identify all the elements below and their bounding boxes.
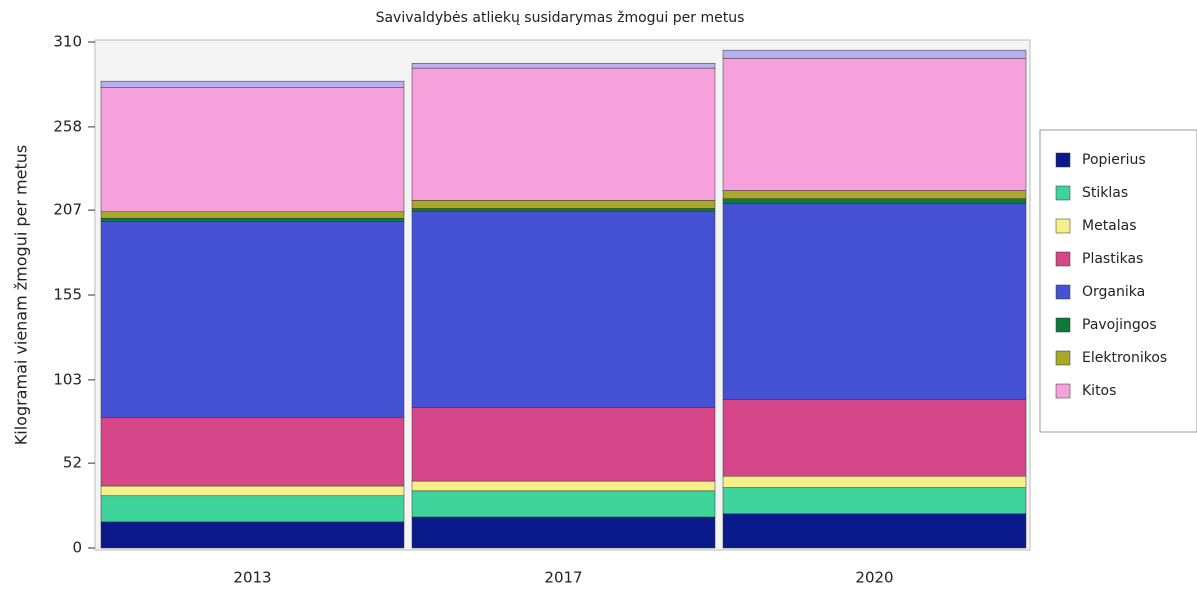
bar-segment [100, 211, 405, 219]
legend-swatch [1055, 284, 1071, 300]
bar-segment [411, 407, 716, 482]
x-tick-label: 2020 [855, 569, 893, 587]
legend-swatch [1055, 152, 1071, 168]
bar-segment [411, 200, 716, 209]
bar-segment [722, 487, 1027, 514]
y-tick-label: 207 [53, 201, 82, 219]
legend-label: Metalas [1082, 218, 1137, 234]
bar-segment [100, 485, 405, 497]
legend-swatch [1055, 185, 1071, 201]
legend-swatch [1055, 218, 1071, 234]
bar-segment [411, 480, 716, 492]
legend-label: Stiklas [1082, 185, 1128, 201]
bar-segment [100, 221, 405, 418]
bar-segment [100, 80, 405, 88]
y-tick-label: 103 [53, 370, 82, 388]
bar-segment [722, 399, 1027, 477]
legend-label: Pavojingos [1082, 317, 1157, 333]
bar-segment [411, 516, 716, 549]
legend-label: Popierius [1082, 152, 1146, 168]
chart-title: Savivaldybės atliekų susidarymas žmogui … [376, 10, 745, 26]
bar-segment [411, 211, 716, 408]
bar-segment [722, 475, 1027, 488]
y-tick-label: 52 [63, 454, 82, 472]
bar-segment [411, 62, 716, 69]
y-tick-label: 310 [53, 33, 82, 51]
legend-label: Kitos [1082, 383, 1116, 399]
bar-segment [100, 417, 405, 487]
legend-box [1039, 129, 1197, 433]
y-tick-label: 258 [53, 117, 82, 135]
x-tick-label: 2013 [233, 569, 271, 587]
y-tick-label: 0 [72, 539, 82, 557]
bar-segment [100, 218, 405, 222]
legend-swatch [1055, 251, 1071, 267]
y-axis-label: Kilogramai vienam žmogui per metus [12, 145, 31, 445]
bar-segment [722, 198, 1027, 204]
bar-segment [722, 203, 1027, 400]
bar-segment [100, 495, 405, 523]
bar-segment [722, 513, 1027, 549]
legend-swatch [1055, 383, 1071, 399]
legend-label: Elektronikos [1082, 350, 1167, 366]
bar-segment [722, 190, 1027, 199]
x-tick-label: 2017 [544, 569, 582, 587]
bar-segment [411, 67, 716, 201]
legend-swatch [1055, 350, 1071, 366]
legend-label: Organika [1082, 284, 1145, 300]
bar-segment [411, 208, 716, 213]
bar-segment [100, 521, 405, 549]
bar-segment [411, 490, 716, 518]
y-tick-label: 155 [53, 286, 82, 304]
bar-segment [722, 58, 1027, 191]
bar-segment [100, 87, 405, 213]
legend-label: Plastikas [1082, 251, 1143, 267]
bar-segment [722, 49, 1027, 59]
legend-swatch [1055, 317, 1071, 333]
